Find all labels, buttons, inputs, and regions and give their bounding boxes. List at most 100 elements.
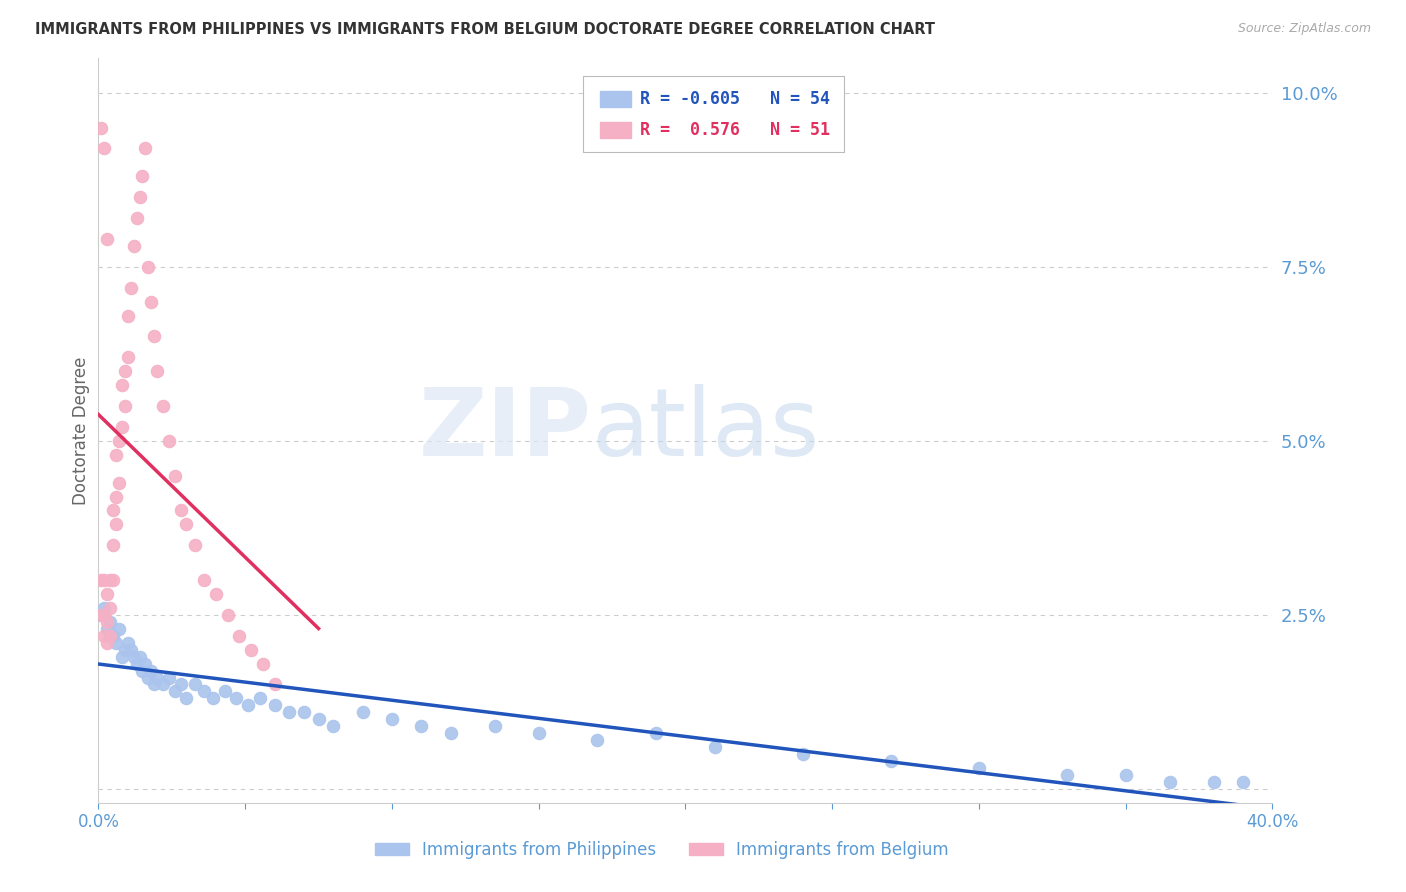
Point bbox=[131, 169, 153, 184]
Point bbox=[240, 642, 263, 657]
Point bbox=[131, 664, 153, 678]
Point bbox=[96, 232, 118, 246]
Point bbox=[93, 573, 115, 587]
Point bbox=[484, 719, 506, 733]
Point bbox=[217, 607, 239, 622]
Point bbox=[645, 726, 668, 740]
Point bbox=[169, 677, 191, 691]
Point bbox=[117, 351, 139, 365]
Point bbox=[117, 636, 139, 650]
Point bbox=[1115, 768, 1137, 782]
Point bbox=[90, 607, 112, 622]
Point bbox=[1056, 768, 1078, 782]
Legend: Immigrants from Philippines, Immigrants from Belgium: Immigrants from Philippines, Immigrants … bbox=[368, 834, 955, 865]
Point bbox=[98, 573, 121, 587]
Point bbox=[152, 399, 174, 413]
Text: IMMIGRANTS FROM PHILIPPINES VS IMMIGRANTS FROM BELGIUM DOCTORATE DEGREE CORRELAT: IMMIGRANTS FROM PHILIPPINES VS IMMIGRANT… bbox=[35, 22, 935, 37]
Point bbox=[1159, 775, 1181, 789]
Text: Source: ZipAtlas.com: Source: ZipAtlas.com bbox=[1237, 22, 1371, 36]
Y-axis label: Doctorate Degree: Doctorate Degree bbox=[72, 356, 90, 505]
Point bbox=[184, 538, 207, 552]
Point bbox=[98, 629, 121, 643]
Point bbox=[152, 677, 174, 691]
Point bbox=[93, 141, 115, 155]
Point bbox=[96, 636, 118, 650]
Point bbox=[101, 538, 124, 552]
Point bbox=[136, 260, 159, 274]
Point bbox=[90, 573, 112, 587]
Point bbox=[228, 629, 250, 643]
Point bbox=[120, 642, 142, 657]
Point bbox=[111, 378, 134, 392]
Point bbox=[101, 573, 124, 587]
Point bbox=[122, 239, 145, 253]
Point bbox=[105, 448, 128, 462]
Point bbox=[117, 309, 139, 323]
Point bbox=[184, 677, 207, 691]
Point bbox=[439, 726, 461, 740]
Point bbox=[111, 420, 134, 434]
Point bbox=[880, 754, 903, 768]
Point bbox=[352, 706, 374, 720]
Point bbox=[157, 434, 180, 448]
Point bbox=[96, 587, 118, 601]
Point bbox=[101, 503, 124, 517]
Point bbox=[1232, 775, 1254, 789]
Point bbox=[193, 573, 215, 587]
Point bbox=[176, 691, 198, 706]
Point bbox=[411, 719, 433, 733]
Point bbox=[263, 698, 285, 713]
Point bbox=[93, 607, 115, 622]
Point bbox=[176, 517, 198, 532]
Point bbox=[205, 587, 228, 601]
Point bbox=[249, 691, 271, 706]
Point bbox=[322, 719, 344, 733]
Point bbox=[163, 468, 186, 483]
Point bbox=[105, 517, 128, 532]
Point bbox=[586, 733, 609, 747]
Point bbox=[128, 649, 150, 664]
Point bbox=[111, 649, 134, 664]
Point bbox=[263, 677, 285, 691]
Point bbox=[120, 281, 142, 295]
Point bbox=[101, 629, 124, 643]
Point bbox=[108, 434, 131, 448]
Point bbox=[792, 747, 814, 761]
Point bbox=[967, 761, 990, 775]
Point bbox=[308, 712, 330, 726]
Point bbox=[193, 684, 215, 698]
Point bbox=[381, 712, 404, 726]
Point bbox=[169, 503, 191, 517]
Point bbox=[527, 726, 550, 740]
Point bbox=[128, 190, 150, 204]
Point bbox=[143, 329, 166, 343]
Point bbox=[278, 706, 301, 720]
Point bbox=[96, 622, 118, 636]
Point bbox=[90, 607, 112, 622]
Text: atlas: atlas bbox=[592, 384, 820, 476]
Point bbox=[163, 684, 186, 698]
Point bbox=[125, 657, 148, 671]
Point bbox=[225, 691, 247, 706]
Point bbox=[114, 642, 136, 657]
Point bbox=[122, 649, 145, 664]
Point bbox=[703, 740, 725, 755]
Point bbox=[125, 211, 148, 225]
Point bbox=[105, 490, 128, 504]
Text: R =  0.576   N = 51: R = 0.576 N = 51 bbox=[640, 121, 830, 139]
Point bbox=[214, 684, 236, 698]
Point bbox=[146, 671, 169, 685]
Point bbox=[252, 657, 274, 671]
Text: ZIP: ZIP bbox=[419, 384, 592, 476]
Point bbox=[201, 691, 224, 706]
Text: R = -0.605   N = 54: R = -0.605 N = 54 bbox=[640, 90, 830, 108]
Point bbox=[141, 294, 163, 309]
Point bbox=[114, 364, 136, 378]
Point bbox=[90, 120, 112, 135]
Point bbox=[141, 664, 163, 678]
Point bbox=[1202, 775, 1225, 789]
Point bbox=[93, 600, 115, 615]
Point bbox=[157, 671, 180, 685]
Point bbox=[98, 600, 121, 615]
Point bbox=[136, 671, 159, 685]
